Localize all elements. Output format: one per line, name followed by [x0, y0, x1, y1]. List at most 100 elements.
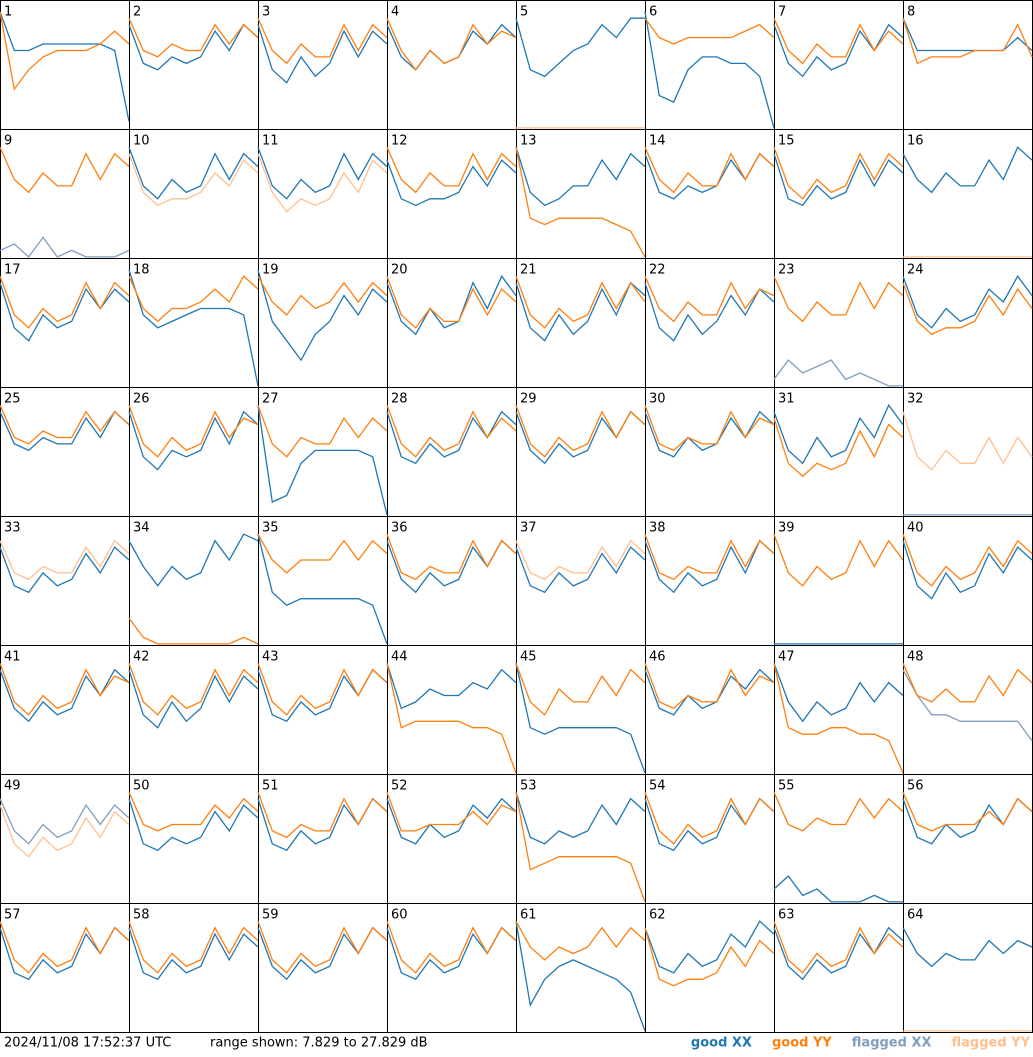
spectrum-line [257, 662, 388, 716]
spectrum-line [902, 927, 1033, 968]
spectrum-line [515, 792, 646, 845]
spectrum-line [0, 146, 130, 194]
spectrum-line [257, 153, 388, 213]
panel-number: 27 [262, 392, 279, 407]
spectrum-line [0, 798, 130, 845]
spectrum-line [386, 146, 517, 194]
panel-number: 55 [778, 779, 795, 794]
spectrum-line [644, 927, 775, 987]
panel-number: 19 [262, 263, 279, 278]
spectrum-line [386, 159, 517, 207]
spectrum-line [902, 275, 1033, 329]
panel-number: 56 [907, 779, 924, 794]
spectrum-line [0, 662, 130, 716]
panel-number: 29 [520, 392, 537, 407]
spectrum-line [128, 920, 259, 974]
spectrum-line [0, 804, 130, 858]
spectrum-line [257, 404, 388, 458]
panel-number: 28 [391, 392, 408, 407]
panel-number: 52 [391, 779, 408, 794]
spectrum-line [0, 282, 130, 342]
panel-number: 57 [4, 908, 21, 923]
spectrum-line [257, 17, 388, 65]
spectrum-line [0, 539, 130, 581]
spectrum-line [128, 927, 259, 981]
spectrum-line [773, 23, 904, 78]
timestamp: 2024/11/08 17:52:37 UTC [4, 1036, 171, 1051]
spectrum-line [773, 533, 904, 587]
spectrum-line [515, 920, 646, 961]
spectrum-line [902, 17, 1033, 52]
panel-number: 37 [520, 521, 537, 536]
spectrum-line [773, 662, 904, 723]
panel-number: 4 [391, 5, 399, 20]
panel-number: 18 [133, 263, 150, 278]
spectrum-line [902, 411, 1033, 471]
spectrum-line [0, 11, 130, 91]
spectrum-line [902, 146, 1033, 194]
panel-number: 35 [262, 521, 279, 536]
spectrum-line [644, 404, 775, 452]
range-text: range shown: 7.829 to 27.829 dB [210, 1036, 428, 1051]
spectrum-line [773, 146, 904, 200]
panel-number: 41 [4, 650, 21, 665]
panel-number: 13 [520, 134, 537, 149]
legend-entry: good XX [691, 1036, 752, 1051]
panel-number: 14 [649, 134, 666, 149]
panel-number: 60 [391, 908, 408, 923]
spectrum-line [902, 791, 1033, 832]
spectrum-line [257, 533, 388, 574]
spectrum-line [902, 662, 1033, 703]
panel-number: 17 [4, 263, 21, 278]
spectrum-line [128, 17, 259, 58]
spectrum-line [644, 17, 775, 45]
panel-number: 1 [4, 5, 12, 20]
panel-number: 31 [778, 392, 795, 407]
spectrum-line [128, 404, 259, 458]
spectrum-line [644, 533, 775, 581]
spectrum-line [644, 11, 775, 129]
spectrum-line [773, 791, 904, 832]
panel-number: 30 [649, 392, 666, 407]
spectrum-line [386, 533, 517, 581]
spectrum-line [0, 275, 130, 329]
spectrum-line [515, 17, 645, 78]
spectrum-line [128, 798, 259, 852]
panel-number: 39 [778, 521, 795, 536]
spectrum-line [0, 404, 130, 445]
legend-entry: flagged YY [952, 1036, 1031, 1051]
spectrum-line [773, 403, 904, 465]
spectrum-line [128, 146, 259, 200]
spectrum-line [386, 663, 517, 710]
spectrum-line [644, 275, 775, 323]
spectrum-line [128, 533, 259, 587]
spectrum-line [128, 269, 259, 387]
spectrum-line [386, 404, 517, 458]
spectrum-line [902, 282, 1033, 336]
panel-number: 33 [4, 521, 21, 536]
panel-number: 46 [649, 650, 666, 665]
spectrum-line [0, 546, 130, 594]
panel-number: 36 [391, 521, 408, 536]
spectrum-line [257, 24, 388, 84]
panel-number: 22 [649, 263, 666, 278]
panel-number: 10 [133, 134, 150, 149]
panel-number: 32 [907, 392, 924, 407]
spectrum-line [773, 153, 904, 207]
panel-number: 45 [520, 650, 537, 665]
spectrum-line [644, 791, 775, 845]
spectrum-line [0, 668, 130, 723]
panel-number: 16 [907, 134, 924, 149]
spectrum-line [515, 275, 646, 329]
panel-number: 21 [520, 263, 537, 278]
panel-number: 61 [520, 908, 537, 923]
spectrum-line [386, 791, 517, 832]
panel-number: 50 [133, 779, 150, 794]
panel-number: 11 [262, 134, 279, 149]
spectrum-line [773, 275, 904, 323]
spectrum-line [773, 875, 903, 903]
spectrum-line [257, 920, 388, 974]
spectrum-line [515, 662, 646, 716]
legend-entry: good YY [772, 1036, 832, 1051]
panel-number: 48 [907, 650, 924, 665]
